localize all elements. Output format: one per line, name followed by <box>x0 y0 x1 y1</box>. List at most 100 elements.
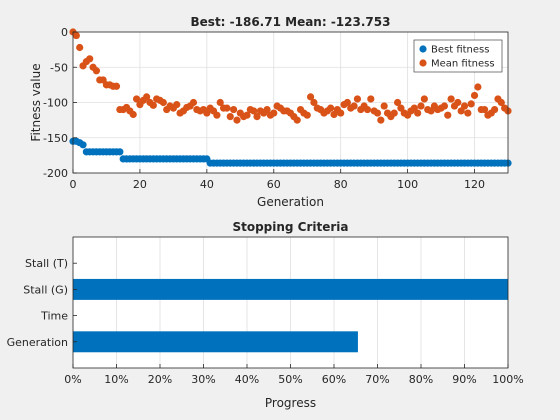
mean-fitness-point <box>293 116 301 124</box>
y-tick-label: -150 <box>43 132 68 145</box>
mean-fitness-point <box>350 102 358 110</box>
mean-fitness-point <box>353 95 362 103</box>
mean-fitness-point <box>310 98 318 107</box>
mean-fitness-point <box>327 104 335 112</box>
mean-fitness-point <box>216 98 224 107</box>
mean-fitness-point <box>129 110 137 119</box>
fitness-legend[interactable]: Best fitness Mean fitness <box>413 39 503 73</box>
x-tick-label: 120 <box>464 178 485 191</box>
best-fitness-point <box>116 148 124 156</box>
category-label: Stall (G) <box>23 283 68 296</box>
y-tick-label: 0 <box>61 26 68 39</box>
mean-fitness-point <box>86 55 94 63</box>
mean-fitness-point <box>420 95 428 103</box>
mean-fitness-point <box>343 98 351 107</box>
mean-fitness-point <box>159 98 167 107</box>
progress-bar <box>73 331 358 353</box>
category-label: Time <box>40 310 68 323</box>
stopping-criteria-xlabel: Progress <box>265 396 316 410</box>
mean-fitness-point <box>414 109 422 117</box>
mean-fitness-point <box>149 101 157 109</box>
mean-fitness-point <box>497 98 505 107</box>
y-tick-label: -50 <box>50 61 68 74</box>
mean-fitness-point <box>306 93 315 101</box>
stopping-criteria-bars <box>73 278 508 353</box>
mean-fitness-point <box>491 105 499 114</box>
best-fitness-point <box>79 141 87 149</box>
stopping-criteria-plot: 0% 10% 20% 30% 40% 50% 60% 70% 80% 90% 100% Stall (… <box>7 220 524 410</box>
mean-fitness-point <box>230 105 238 114</box>
mean-fitness-point <box>92 67 101 75</box>
progress-tick-label: 20% <box>148 373 172 386</box>
progress-tick-label: 0% <box>64 373 81 386</box>
mean-fitness-point <box>454 98 462 107</box>
x-tick-label: 60 <box>267 178 281 191</box>
progress-tick-label: 10% <box>104 373 128 386</box>
fitness-plot-title: Best: -186.71 Mean: -123.753 <box>191 15 391 29</box>
mean-fitness-point <box>253 113 261 121</box>
progress-bar <box>73 278 508 300</box>
progress-tick-label: 60% <box>322 373 346 386</box>
mean-fitness-point <box>390 109 398 117</box>
mean-fitness-point <box>337 109 345 117</box>
progress-tick-label: 80% <box>409 373 433 386</box>
mean-fitness-point <box>76 43 84 52</box>
mean-fitness-point <box>226 113 234 121</box>
mean-fitness-point <box>143 93 151 101</box>
y-tick-label: -100 <box>43 97 68 110</box>
y-tick-label: -200 <box>43 167 68 180</box>
progress-tick-label: 30% <box>191 373 215 386</box>
mean-fitness-point <box>474 83 482 91</box>
mean-fitness-point <box>447 95 455 103</box>
legend-marker-mean <box>419 59 427 67</box>
category-label: Generation <box>7 336 68 349</box>
x-tick-label: 40 <box>200 178 214 191</box>
mean-fitness-point <box>380 102 388 110</box>
mean-fitness-point <box>112 82 121 90</box>
mean-fitness-point <box>303 111 311 119</box>
progress-tick-label: 40% <box>235 373 259 386</box>
mean-fitness-point <box>373 109 382 117</box>
mean-fitness-point <box>480 105 489 114</box>
legend-box <box>413 39 503 73</box>
legend-label-best: Best fitness <box>431 45 489 56</box>
progress-tick-label: 70% <box>365 373 389 386</box>
legend-label-mean: Mean fitness <box>431 59 495 70</box>
x-tick-label: 20 <box>133 178 147 191</box>
stopping-criteria-ticks: 0% 10% 20% 30% 40% 50% 60% 70% 80% 90% 100% Stall (… <box>7 257 524 386</box>
mean-fitness-point <box>470 91 479 100</box>
mean-fitness-point <box>367 95 375 103</box>
x-tick-label: 80 <box>334 178 348 191</box>
mean-fitness-point <box>132 95 141 103</box>
mean-fitness-point <box>72 31 80 40</box>
fitness-plot-ylabel: Fitness value <box>29 63 43 141</box>
fitness-plot-ticks: 0 20 40 60 80 100 120 0 -50 -100 -150 -200 <box>43 26 485 191</box>
mean-fitness-point <box>417 102 425 110</box>
mean-fitness-point <box>464 109 472 117</box>
mean-fitness-point <box>270 109 278 117</box>
stopping-criteria-title: Stopping Criteria <box>232 220 348 234</box>
mean-fitness-point <box>223 104 231 112</box>
mean-fitness-point <box>363 105 372 114</box>
mean-fitness-point <box>243 111 251 119</box>
x-tick-label: 0 <box>70 178 77 191</box>
x-tick-label: 100 <box>397 178 418 191</box>
mean-fitness-point <box>189 98 198 107</box>
mean-fitness-point <box>467 100 475 108</box>
mean-fitness-point <box>250 107 258 115</box>
mean-fitness-point <box>460 102 469 110</box>
fitness-plot-xlabel: Generation <box>257 195 324 209</box>
mean-fitness-point <box>377 116 385 124</box>
legend-marker-best <box>419 45 427 53</box>
progress-tick-label: 50% <box>278 373 302 386</box>
fitness-plot: 0 20 40 60 80 100 120 0 -50 -100 -150 -200 Best: -1… <box>29 15 512 209</box>
mean-fitness-point <box>173 101 181 109</box>
mean-fitness-point <box>393 98 402 107</box>
mean-fitness-point <box>233 116 241 124</box>
mean-fitness-point <box>263 105 271 114</box>
progress-tick-label: 100% <box>492 373 523 386</box>
mean-fitness-point <box>444 111 452 119</box>
mean-fitness-point <box>440 102 449 110</box>
mean-fitness-point <box>213 111 221 119</box>
